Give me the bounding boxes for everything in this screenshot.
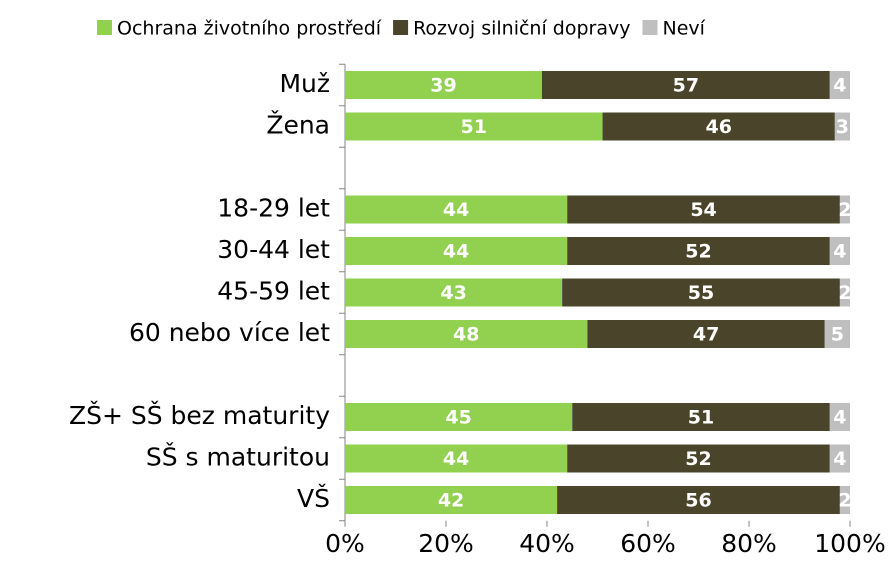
- data-label: 51: [688, 407, 714, 429]
- data-label: 44: [443, 199, 469, 221]
- bar-segment: [345, 195, 568, 224]
- bar-segment: [567, 195, 840, 224]
- bar-segment: [572, 403, 830, 431]
- data-label: 4: [833, 407, 846, 429]
- bar-segment: [345, 237, 568, 265]
- bar-segment: [829, 71, 850, 99]
- data-label: 52: [685, 241, 711, 263]
- category-label: Muž: [279, 69, 330, 98]
- data-label: 54: [690, 199, 716, 221]
- data-label: 2: [838, 199, 851, 221]
- x-tick-label: 20%: [418, 529, 474, 558]
- data-label: 48: [453, 324, 479, 346]
- x-tick-label: 100%: [814, 529, 885, 558]
- category-label: 18-29 let: [217, 194, 330, 223]
- data-label: 55: [688, 282, 714, 304]
- bar-segment: [345, 486, 558, 514]
- category-label: 60 nebo více let: [129, 318, 330, 347]
- data-label: 5: [831, 324, 844, 346]
- category-label: SŠ s maturitou: [146, 442, 330, 472]
- legend-swatch: [642, 20, 658, 35]
- category-label: 45-59 let: [217, 277, 330, 306]
- data-label: 47: [693, 324, 719, 346]
- bar-segment: [541, 71, 830, 99]
- bar-segment: [345, 112, 603, 141]
- data-label: 45: [445, 407, 471, 429]
- legend-label: Neví: [662, 18, 705, 40]
- bar-segment: [345, 444, 568, 473]
- x-tick-label: 80%: [721, 529, 777, 558]
- category-label: ZŠ+ SŠ bez maturity: [69, 400, 330, 430]
- legend-swatch: [393, 20, 409, 35]
- bar-segment: [839, 278, 850, 307]
- bar-segment: [602, 112, 835, 141]
- data-label: 56: [685, 490, 711, 512]
- category-label: 30-44 let: [217, 235, 330, 264]
- data-label: 2: [838, 282, 851, 304]
- data-label: 57: [673, 75, 699, 97]
- x-tick-label: 0%: [325, 529, 365, 558]
- x-tick-label: 40%: [519, 529, 575, 558]
- bar-segment: [567, 444, 830, 473]
- data-label: 44: [443, 241, 469, 263]
- data-label: 43: [440, 282, 466, 304]
- data-label: 52: [685, 448, 711, 470]
- data-label: 46: [705, 116, 731, 138]
- data-label: 4: [833, 75, 846, 97]
- bar-segment: [839, 195, 850, 224]
- bar-segment: [824, 320, 850, 348]
- bar-segment: [829, 444, 850, 473]
- legend-label: Rozvoj silniční dopravy: [413, 18, 630, 40]
- bar-segment: [345, 71, 542, 99]
- bar-segment: [345, 320, 588, 348]
- data-label: 3: [836, 116, 849, 138]
- bar-segment: [839, 486, 850, 514]
- data-label: 42: [438, 490, 464, 512]
- bar-segment: [829, 403, 850, 431]
- bar-segment: [562, 278, 840, 307]
- data-label: 39: [430, 75, 456, 97]
- legend-swatch: [97, 20, 112, 35]
- legend-label: Ochrana životního prostředí: [117, 18, 382, 40]
- category-label: Žena: [266, 111, 330, 140]
- x-tick-label: 60%: [620, 529, 676, 558]
- bar-segment: [345, 403, 573, 431]
- data-label: 51: [461, 116, 487, 138]
- category-label: VŠ: [297, 483, 330, 513]
- bar-segment: [834, 112, 850, 141]
- bar-segment: [829, 237, 850, 265]
- bar-segment: [557, 486, 840, 514]
- data-label: 2: [838, 490, 851, 512]
- data-label: 4: [833, 448, 846, 470]
- bar-segment: [587, 320, 825, 348]
- bar-segment: [567, 237, 830, 265]
- data-label: 4: [833, 241, 846, 263]
- bar-segment: [345, 278, 563, 307]
- data-label: 44: [443, 448, 469, 470]
